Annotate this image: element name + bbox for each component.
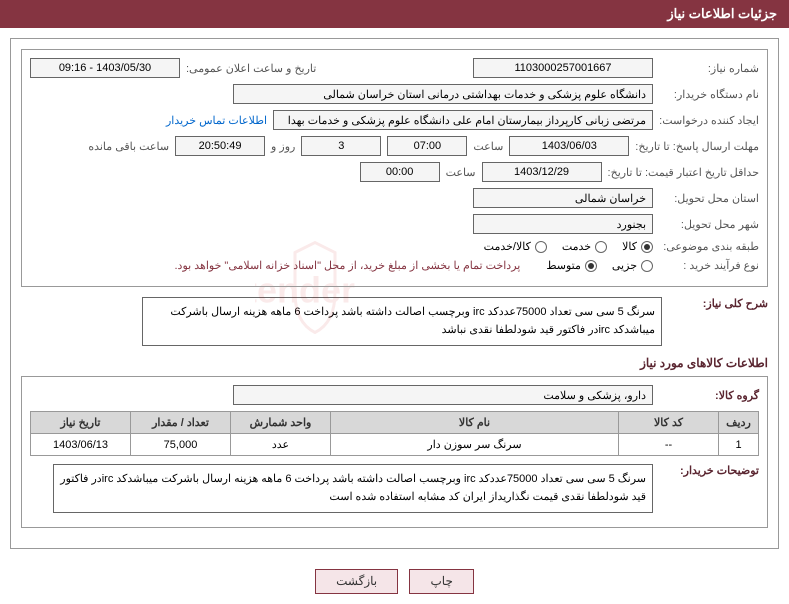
province-label: استان محل تحویل: xyxy=(659,192,759,205)
validity-date: 1403/12/29 xyxy=(482,162,602,182)
th-qty: تعداد / مقدار xyxy=(131,412,231,434)
radio-icon xyxy=(641,241,653,253)
page-header: جزئیات اطلاعات نیاز xyxy=(0,0,789,28)
deadline-days-label: روز و xyxy=(271,140,295,153)
requester-value: مرتضی زبانی کارپرداز بیمارستان امام علی … xyxy=(273,110,653,130)
summary-label: شرح کلی نیاز: xyxy=(668,297,768,310)
cell-qty: 75,000 xyxy=(131,434,231,456)
print-button[interactable]: چاپ xyxy=(409,569,473,594)
summary-text: سرنگ 5 سی سی تعداد 75000عددکد irc وبرچسب… xyxy=(142,297,662,346)
process-option-0[interactable]: جزیی xyxy=(612,259,653,272)
need-number-label: شماره نیاز: xyxy=(659,62,759,75)
th-unit: واحد شمارش xyxy=(231,412,331,434)
buyer-contact-link[interactable]: اطلاعات تماس خریدار xyxy=(166,114,267,127)
buyer-notes-text: سرنگ 5 سی سی تعداد 75000عددکد irc وبرچسب… xyxy=(53,464,653,513)
items-section-title: اطلاعات کالاهای مورد نیاز xyxy=(21,356,768,370)
buyer-org-label: نام دستگاه خریدار: xyxy=(659,88,759,101)
buyer-org-value: دانشگاه علوم پزشکی و خدمات بهداشتی درمان… xyxy=(233,84,653,104)
requester-label: ایجاد کننده درخواست: xyxy=(659,114,759,127)
deadline-time-label: ساعت xyxy=(473,140,503,153)
th-date: تاریخ نیاز xyxy=(31,412,131,434)
th-idx: ردیف xyxy=(719,412,759,434)
table-row: 1 -- سرنگ سر سوزن دار عدد 75,000 1403/06… xyxy=(31,434,759,456)
province-value: خراسان شمالی xyxy=(473,188,653,208)
process-label: نوع فرآیند خرید : xyxy=(659,259,759,272)
group-label: گروه کالا: xyxy=(659,389,759,402)
process-option-1[interactable]: متوسط xyxy=(546,259,597,272)
process-radio-group: جزیی متوسط xyxy=(546,259,653,272)
category-option-2[interactable]: کالا/خدمت xyxy=(484,240,547,253)
cell-idx: 1 xyxy=(719,434,759,456)
cell-name: سرنگ سر سوزن دار xyxy=(331,434,619,456)
category-label: طبقه بندی موضوعی: xyxy=(659,240,759,253)
cell-date: 1403/06/13 xyxy=(31,434,131,456)
validity-label: حداقل تاریخ اعتبار قیمت: تا تاریخ: xyxy=(608,166,759,179)
radio-icon xyxy=(641,260,653,272)
back-button[interactable]: بازگشت xyxy=(315,569,398,594)
radio-icon xyxy=(535,241,547,253)
group-value: دارو، پزشکی و سلامت xyxy=(233,385,653,405)
validity-time-label: ساعت xyxy=(446,166,476,179)
category-radio-group: کالا خدمت کالا/خدمت xyxy=(484,240,653,253)
cell-unit: عدد xyxy=(231,434,331,456)
need-number-value: 1103000257001667 xyxy=(473,58,653,78)
cell-code: -- xyxy=(619,434,719,456)
deadline-date: 1403/06/03 xyxy=(509,136,629,156)
deadline-time: 07:00 xyxy=(387,136,467,156)
city-label: شهر محل تحویل: xyxy=(659,218,759,231)
validity-time: 00:00 xyxy=(360,162,440,182)
radio-icon xyxy=(595,241,607,253)
announce-label: تاریخ و ساعت اعلان عمومی: xyxy=(186,62,316,75)
process-note: پرداخت تمام یا بخشی از مبلغ خرید، از محل… xyxy=(175,259,521,272)
deadline-remaining: 20:50:49 xyxy=(175,136,265,156)
deadline-label: مهلت ارسال پاسخ: تا تاریخ: xyxy=(635,140,759,153)
deadline-remaining-label: ساعت باقی مانده xyxy=(88,140,169,153)
buyer-notes-label: توضیحات خریدار: xyxy=(659,464,759,477)
announce-value: 1403/05/30 - 09:16 xyxy=(30,58,180,78)
items-table: ردیف کد کالا نام کالا واحد شمارش تعداد /… xyxy=(30,411,759,456)
deadline-days: 3 xyxy=(301,136,381,156)
page-title: جزئیات اطلاعات نیاز xyxy=(667,6,777,21)
th-name: نام کالا xyxy=(331,412,619,434)
category-option-1[interactable]: خدمت xyxy=(562,240,607,253)
radio-icon xyxy=(585,260,597,272)
category-option-0[interactable]: کالا xyxy=(622,240,653,253)
city-value: بجنورد xyxy=(473,214,653,234)
th-code: کد کالا xyxy=(619,412,719,434)
